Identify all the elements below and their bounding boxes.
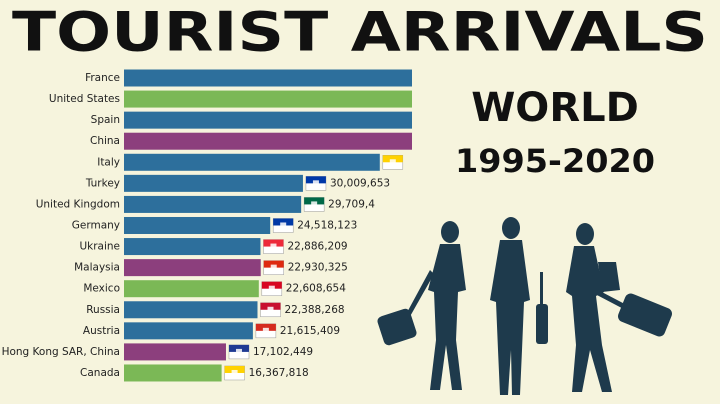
- flag-band: [304, 197, 325, 205]
- bar: [124, 174, 303, 192]
- chart-subtitle: WORLD: [471, 85, 639, 131]
- category-label: Italy: [97, 156, 120, 168]
- flag-icon: [261, 281, 283, 296]
- category-label: Canada: [80, 367, 120, 379]
- bar: [124, 238, 261, 256]
- bar: [124, 132, 412, 150]
- bar: [124, 216, 271, 234]
- value-label: 16,367,818: [249, 367, 309, 379]
- flag-band: [263, 260, 284, 268]
- bar: [124, 259, 261, 277]
- flag-emblem: [268, 285, 275, 292]
- value-label: 17,102,449: [253, 346, 313, 358]
- flag-icon: [224, 365, 245, 381]
- category-label: Austria: [83, 325, 120, 337]
- flag-icon: [272, 218, 294, 233]
- bar: [124, 280, 259, 298]
- category-label: Germany: [72, 219, 120, 231]
- bar: [124, 111, 412, 129]
- category-label: Russia: [86, 304, 120, 316]
- category-label: Mexico: [83, 283, 120, 295]
- flag-band: [382, 155, 403, 163]
- traveler-silhouettes: [377, 217, 672, 395]
- value-label: 22,608,654: [286, 283, 346, 295]
- flag-band: [260, 302, 281, 310]
- bar: [124, 322, 253, 340]
- flag-icon: [255, 323, 277, 339]
- value-label: 22,388,268: [284, 304, 344, 316]
- flag-emblem: [235, 348, 242, 355]
- flag-emblem: [267, 306, 274, 313]
- category-label: China: [90, 135, 120, 147]
- category-label: France: [85, 72, 120, 84]
- value-label: 21,615,409: [280, 325, 340, 337]
- value-label: 22,930,325: [288, 262, 348, 274]
- flag-icon: [382, 155, 404, 170]
- flag-icon: [303, 197, 325, 212]
- category-label: Spain: [91, 114, 120, 126]
- bar: [124, 364, 222, 382]
- flag-icon: [263, 239, 284, 254]
- flag-band: [224, 365, 245, 373]
- flag-band: [305, 176, 326, 184]
- flag-band: [228, 344, 249, 352]
- category-label: Turkey: [85, 177, 120, 189]
- bar: [124, 195, 302, 213]
- bar: [124, 301, 258, 319]
- bar: [124, 153, 380, 171]
- flag-band: [273, 218, 294, 226]
- category-label: United States: [49, 93, 120, 105]
- flag-icon: [228, 344, 250, 360]
- flag-emblem: [270, 243, 277, 250]
- flag-emblem: [311, 201, 318, 208]
- date-range: 1995-2020: [455, 142, 655, 180]
- flag-icon: [260, 302, 281, 318]
- flag-emblem: [270, 264, 277, 271]
- bar: [124, 69, 412, 87]
- value-label: 29,709,4: [328, 198, 375, 210]
- category-label: Hong Kong SAR, China: [2, 346, 120, 358]
- bar: [124, 90, 412, 108]
- flag-emblem: [389, 159, 396, 166]
- flag-icon: [263, 260, 284, 275]
- value-label: 22,886,209: [287, 241, 347, 253]
- value-label: 24,518,123: [297, 219, 357, 231]
- flag-band: [261, 281, 282, 289]
- category-label: Malaysia: [74, 262, 120, 274]
- flag-emblem: [280, 222, 287, 229]
- flag-icon: [305, 176, 327, 191]
- flag-emblem: [312, 180, 319, 187]
- flag-band: [263, 239, 284, 247]
- category-label: United Kingdom: [36, 198, 120, 210]
- value-label: 30,009,653: [330, 177, 390, 189]
- category-label: Ukraine: [79, 241, 120, 253]
- flag-band: [255, 323, 276, 331]
- chart-title: TOURIST ARRIVALS: [12, 1, 708, 64]
- flag-emblem: [262, 327, 269, 334]
- flag-emblem: [231, 369, 238, 376]
- bar: [124, 343, 226, 361]
